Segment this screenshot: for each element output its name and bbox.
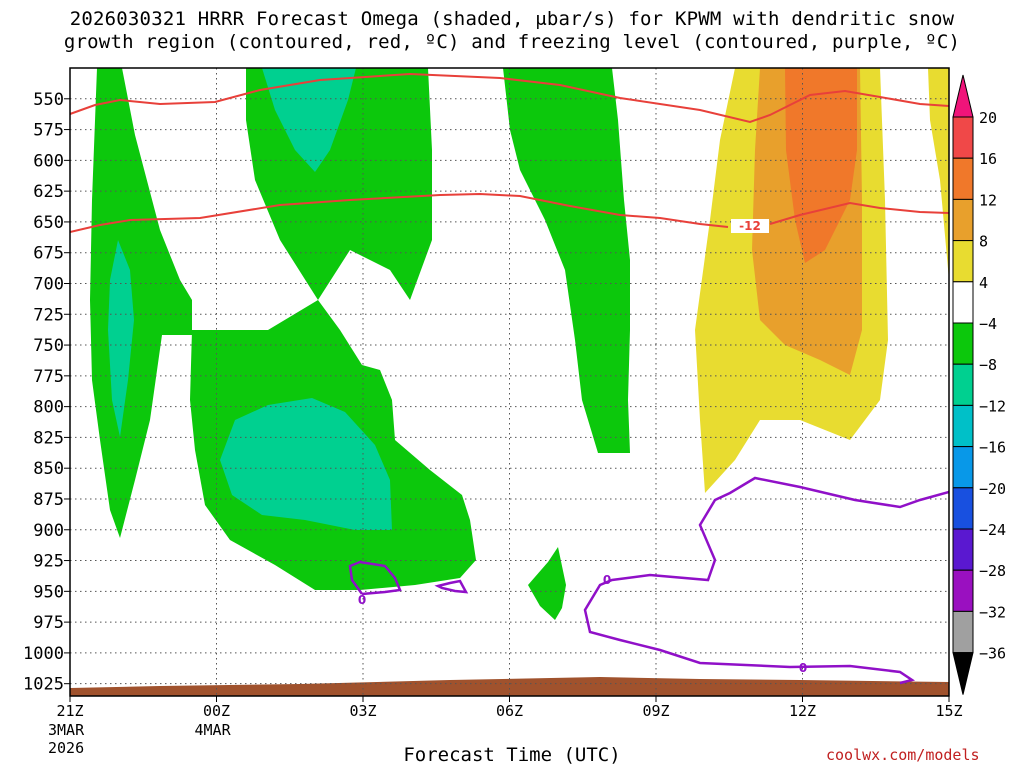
y-tick-label: 875 (33, 490, 64, 510)
colorbar-segment (952, 322, 974, 365)
colorbar-segment (952, 487, 974, 530)
upward-motion-06z (503, 68, 630, 453)
y-tick-label: 900 (33, 521, 64, 541)
freezing-level-c (583, 476, 949, 685)
colorbar-segment (952, 404, 974, 448)
y-tick-label: 700 (33, 274, 64, 294)
upward-motion-small (528, 547, 566, 620)
colorbar-segment (952, 281, 974, 324)
colorbar-label: −28 (979, 562, 1006, 580)
freezing-level-b (434, 579, 469, 594)
colorbar-segment (952, 528, 974, 571)
colorbar-max-arrow (952, 74, 974, 118)
colorbar-label: 4 (979, 274, 988, 292)
upward-motion-core-left (108, 240, 134, 437)
colorbar-segment (952, 240, 974, 283)
colorbar-label: 8 (979, 233, 988, 251)
dendritic-top (70, 72, 949, 124)
chart-title-line-1: 2026030321 HRRR Forecast Omega (shaded, … (69, 8, 955, 30)
colorbar-label: −32 (979, 603, 1006, 621)
y-tick-label: 775 (33, 367, 64, 387)
colorbar: 20 16 12 8 4 −4 −8 −12 −16 −20 −24 −28 −32 −36 (952, 74, 1006, 695)
freezing-contour-label-2: 0 (603, 573, 611, 587)
y-tick-label: 750 (33, 336, 64, 356)
colorbar-label: 16 (979, 150, 997, 168)
y-tick-label: 650 (33, 213, 64, 233)
colorbar-segment (952, 363, 974, 406)
colorbar-label: −24 (979, 521, 1006, 539)
x-tick-year-label: 2026 (48, 739, 84, 757)
y-tick-label: 925 (33, 552, 64, 572)
y-tick-label: 550 (33, 90, 64, 110)
colorbar-label: −12 (979, 397, 1006, 415)
contour-labels: -12 0 0 0 (358, 219, 807, 675)
omega-shading (90, 68, 949, 620)
dendritic-label-bg (731, 219, 769, 233)
colorbar-segment (952, 157, 974, 200)
colorbar-label: −4 (979, 315, 997, 333)
y-tick-label: 825 (33, 428, 64, 448)
y-tick-label: 1000 (23, 644, 64, 664)
x-axis-title: Forecast Time (UTC) (403, 744, 621, 766)
x-tick-label: 03Z (349, 702, 376, 720)
upward-motion-left (90, 68, 192, 538)
x-tick-label: 15Z (935, 702, 962, 720)
y-tick-label: 950 (33, 582, 64, 602)
colorbar-segment (952, 446, 974, 489)
terrain-fill (70, 677, 949, 696)
colorbar-segment (952, 198, 974, 242)
colorbar-segment (952, 116, 974, 159)
colorbar-label: −8 (979, 356, 997, 374)
x-tick-label: 00Z (203, 702, 230, 720)
y-tick-label: 675 (33, 244, 64, 264)
y-tick-label: 725 (33, 305, 64, 325)
colorbar-segment (952, 610, 974, 654)
sinking-motion-edge (928, 68, 949, 280)
chart-title-line-2: growth region (contoured, red, ºC) and f… (63, 31, 961, 53)
y-tick-label: 850 (33, 459, 64, 479)
y-tick-label: 575 (33, 121, 64, 141)
colorbar-label: −20 (979, 480, 1006, 498)
colorbar-label: 20 (979, 109, 997, 127)
colorbar-min-arrow (952, 652, 974, 695)
dendritic-contour-label: -12 (739, 219, 761, 233)
dendritic-bottom (70, 192, 949, 233)
colorbar-label: 12 (979, 191, 997, 209)
freezing-level-a (348, 560, 402, 596)
x-tick-label: 12Z (789, 702, 816, 720)
colorbar-segment (952, 569, 974, 612)
x-tick-date-label: 4MAR (195, 721, 232, 739)
y-axis: 550 575 600 625 650 675 700 725 750 775 800 825 850 8… (23, 90, 70, 695)
freezing-contour-label-1: 0 (358, 593, 366, 607)
credit-text: coolwx.com/models (826, 746, 980, 764)
upward-motion-core-upper (262, 68, 356, 172)
y-tick-label: 625 (33, 182, 64, 202)
terrain (70, 677, 949, 696)
x-tick-label: 21Z (56, 702, 83, 720)
contour-lines (70, 72, 949, 685)
y-tick-label: 800 (33, 398, 64, 418)
upward-motion-core-mid (220, 398, 392, 530)
y-tick-label: 1025 (23, 675, 64, 695)
x-tick-label: 09Z (642, 702, 669, 720)
freezing-contour-label-3: 0 (799, 661, 807, 675)
y-tick-label: 600 (33, 151, 64, 171)
colorbar-label: −16 (979, 439, 1006, 457)
colorbar-label: −36 (979, 645, 1006, 663)
x-tick-label: 06Z (496, 702, 523, 720)
y-tick-label: 975 (33, 613, 64, 633)
x-tick-date-label: 3MAR (48, 721, 85, 739)
